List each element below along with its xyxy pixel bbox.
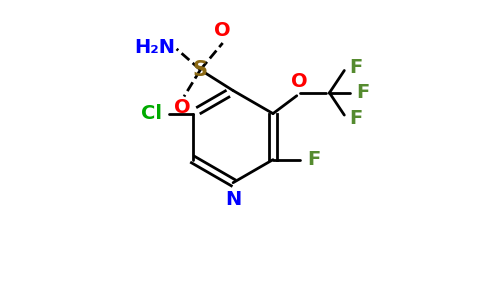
Text: O: O bbox=[214, 21, 231, 40]
Text: O: O bbox=[174, 98, 191, 117]
Text: F: F bbox=[349, 58, 362, 77]
Text: O: O bbox=[291, 72, 308, 91]
Text: Cl: Cl bbox=[141, 104, 162, 123]
Text: F: F bbox=[356, 83, 369, 102]
Text: H₂N: H₂N bbox=[134, 38, 175, 57]
Text: N: N bbox=[225, 190, 241, 209]
Text: F: F bbox=[307, 150, 320, 169]
Text: F: F bbox=[349, 109, 362, 128]
Text: S: S bbox=[193, 60, 208, 80]
